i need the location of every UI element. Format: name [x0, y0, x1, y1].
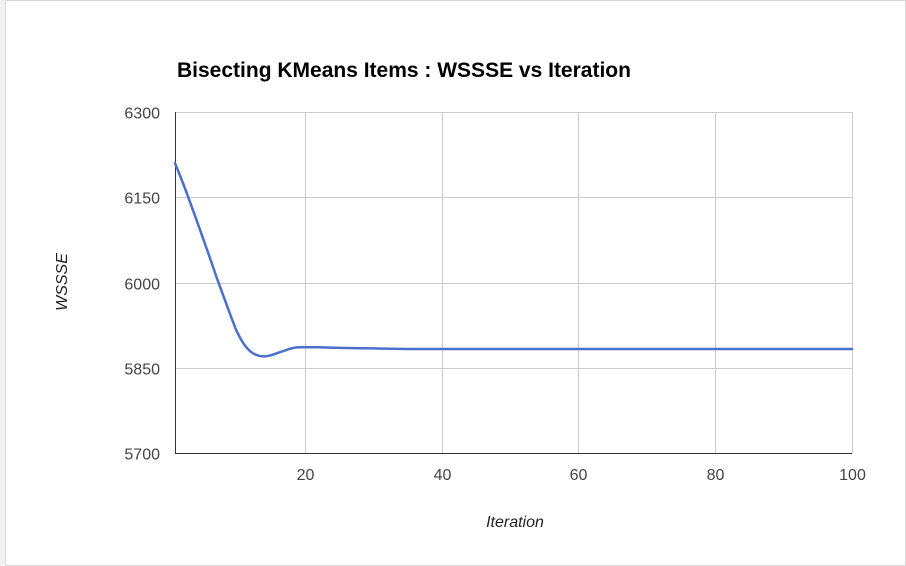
- axes: [175, 112, 852, 454]
- y-tick-label: 6150: [124, 191, 160, 208]
- x-tick-label: 60: [570, 467, 588, 484]
- y-tick-label: 6000: [124, 277, 160, 294]
- tick-labels: 5700 5850 6000 6150 6300 20 40 60 80 100: [124, 106, 866, 485]
- grid-lines: [175, 112, 853, 453]
- y-tick-label: 5700: [124, 447, 160, 464]
- x-tick-label: 100: [839, 467, 866, 484]
- y-tick-label: 6300: [124, 106, 160, 123]
- x-tick-label: 80: [707, 467, 725, 484]
- x-axis-label: Iteration: [486, 514, 544, 531]
- chart-title: Bisecting KMeans Items : WSSSE vs Iterat…: [177, 59, 631, 82]
- y-axis-label: WSSSE: [54, 253, 71, 311]
- spreadsheet-edge: [0, 0, 6, 566]
- x-tick-label: 20: [297, 467, 315, 484]
- y-tick-label: 5850: [124, 362, 160, 379]
- series-line-wssse: [173, 161, 854, 358]
- x-tick-label: 40: [434, 467, 452, 484]
- series-layer: [173, 161, 854, 358]
